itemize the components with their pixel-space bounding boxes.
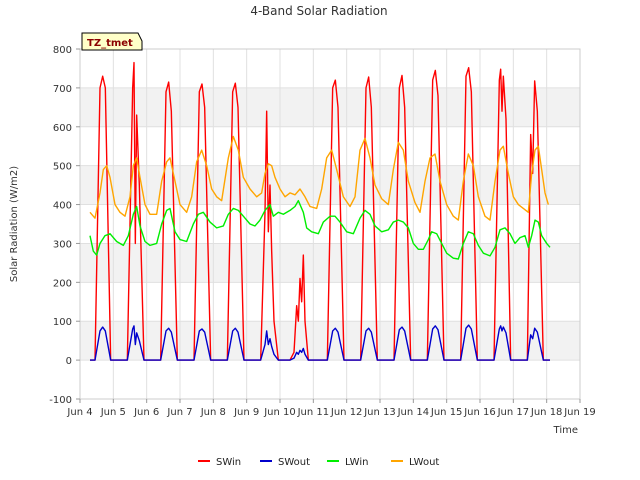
station-badge-label: TZ_tmet — [87, 38, 133, 49]
x-tick-label-10: Jun 14 — [397, 407, 430, 418]
chart-title: 4-Band Solar Radiation — [250, 4, 387, 18]
y-tick-label-9: 800 — [53, 45, 72, 56]
plot-area-frame — [79, 48, 581, 400]
legend-label-swin: SWin — [216, 457, 241, 468]
y-axis-title: Solar Radiation (W/m2) — [9, 166, 20, 282]
series-line-lwin — [89, 199, 551, 260]
x-tick-label-15: Jun 19 — [563, 407, 596, 418]
x-tick-label-8: Jun 12 — [330, 407, 363, 418]
x-axis-title: Time — [553, 425, 578, 436]
series-line-lwout — [89, 135, 550, 221]
legend: SWin SWout LWin LWout — [198, 457, 439, 468]
x-tick-label-0: Jun 4 — [66, 407, 92, 418]
x-axis-ticks: Jun 4 Jun 5 Jun 6 Jun 7 Jun 8 Jun 9 Jun 10 Jun … — [66, 399, 596, 418]
y-tick-label-5: 400 — [53, 201, 72, 212]
band-1 — [80, 321, 580, 361]
x-tick-label-3: Jun 7 — [166, 407, 192, 418]
x-tick-label-4: Jun 8 — [200, 407, 226, 418]
station-badge: TZ_tmet — [81, 32, 143, 51]
y-tick-label-8: 700 — [53, 84, 72, 95]
legend-label-swout: SWout — [278, 457, 310, 468]
x-tick-label-6: Jun 10 — [263, 407, 296, 418]
series-lines — [89, 61, 551, 361]
series-line-swout — [90, 324, 550, 361]
band-7 — [80, 87, 580, 127]
y-tick-label-7: 600 — [53, 123, 72, 134]
y-tick-label-6: 500 — [53, 162, 72, 173]
x-tick-label-11: Jun 15 — [430, 407, 463, 418]
x-tick-label-14: Jun 18 — [530, 407, 563, 418]
station-badge-shape — [81, 32, 143, 51]
y-tick-label-2: 100 — [53, 317, 72, 328]
y-tick-label-4: 300 — [53, 239, 72, 250]
x-tick-label-2: Jun 6 — [133, 407, 159, 418]
x-tick-label-1: Jun 5 — [100, 407, 126, 418]
x-tick-label-9: Jun 13 — [363, 407, 396, 418]
legend-label-lwin: LWin — [345, 457, 368, 468]
y-tick-label-3: 200 — [53, 278, 72, 289]
y-tick-label-1: 0 — [66, 356, 72, 367]
x-tick-label-5: Jun 9 — [233, 407, 259, 418]
x-tick-label-13: Jun 17 — [497, 407, 530, 418]
y-tick-label-0: -100 — [49, 395, 72, 406]
x-tick-label-7: Jun 11 — [297, 407, 330, 418]
legend-label-lwout: LWout — [409, 457, 439, 468]
y-axis-ticks: -100 0 100 200 300 400 500 600 700 800 — [49, 45, 80, 406]
x-tick-label-12: Jun 16 — [463, 407, 496, 418]
